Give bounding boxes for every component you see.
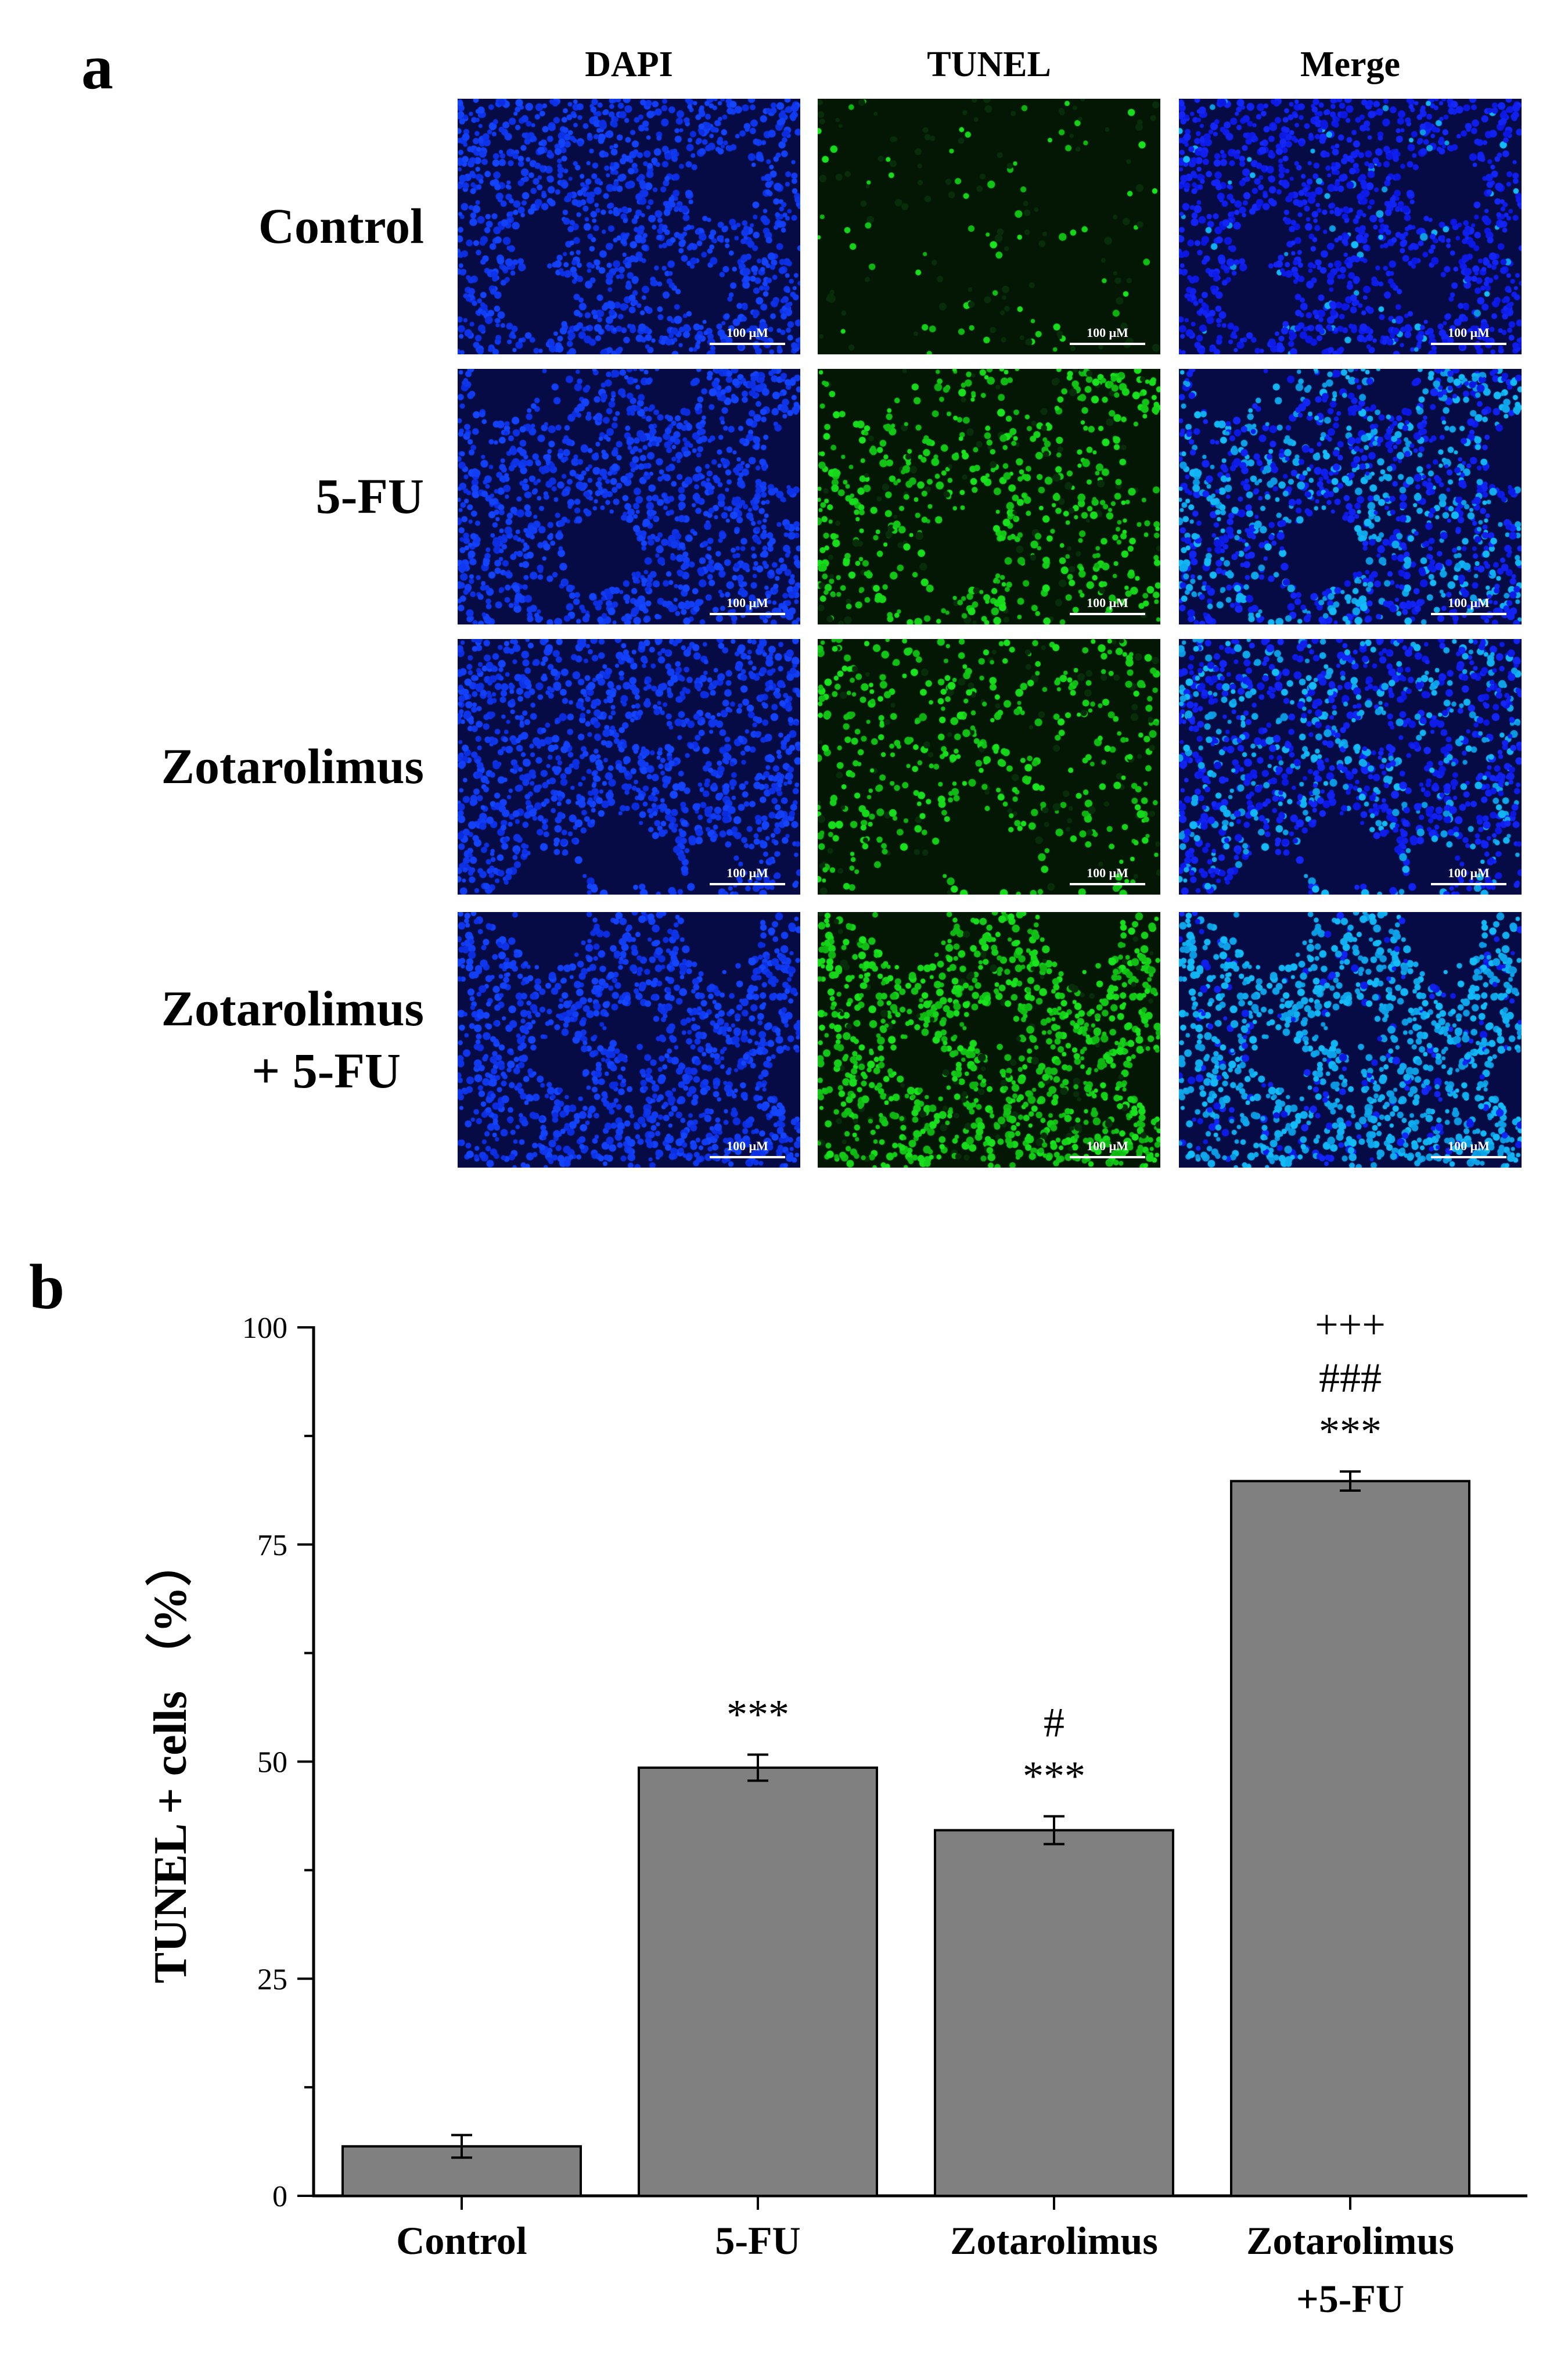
scale-bar: 100 μM — [1431, 326, 1506, 345]
micrograph-image — [1179, 912, 1522, 1168]
scale-bar: 100 μM — [1431, 597, 1506, 615]
micrograph-image — [818, 369, 1160, 624]
bar — [1230, 1480, 1470, 2197]
column-header-tunel: TUNEL — [927, 45, 1051, 84]
micrograph-tunel-row-3: 100 μM — [818, 912, 1160, 1168]
scale-bar-label: 100 μM — [1448, 1139, 1490, 1153]
scale-bar-label: 100 μM — [727, 595, 768, 610]
row-label-2: Zotarolimus — [87, 735, 424, 798]
x-tick-label: Control — [396, 2218, 527, 2263]
row-label-3: Zotarolimus + 5-FU — [87, 978, 424, 1103]
micrograph-dapi-row-1: 100 μM — [458, 369, 800, 624]
micrograph-merge-row-2: 100 μM — [1179, 639, 1522, 895]
micrograph-image — [818, 639, 1160, 895]
scale-bar: 100 μM — [1070, 326, 1145, 345]
y-axis-label: TUNEL + cells （%） — [145, 1540, 196, 1983]
y-tick-label: 25 — [257, 1963, 287, 1996]
y-tick-label: 50 — [257, 1746, 287, 1779]
micrograph-merge-row-0: 100 μM — [1179, 99, 1522, 354]
significance-mark: *** — [1023, 1753, 1085, 1800]
scale-bar: 100 μM — [710, 1140, 785, 1158]
row-label-line: Zotarolimus — [161, 980, 424, 1036]
significance-mark: +++ — [1315, 1301, 1386, 1348]
panel-b-letter: b — [29, 1251, 65, 1322]
panel-a-letter: a — [81, 31, 113, 102]
micrograph-merge-row-3: 100 μM — [1179, 912, 1522, 1168]
y-tick-label: 100 — [242, 1312, 287, 1345]
scale-bar-line — [1070, 1156, 1145, 1158]
micrograph-dapi-row-2: 100 μM — [458, 639, 800, 895]
micrograph-tunel-row-2: 100 μM — [818, 639, 1160, 895]
scale-bar: 100 μM — [710, 326, 785, 345]
significance-mark: *** — [1319, 1408, 1382, 1455]
scale-bar: 100 μM — [1070, 1140, 1145, 1158]
scale-bar-line — [1431, 883, 1506, 885]
micrograph-image — [818, 912, 1160, 1168]
x-tick-label: Zotarolimus — [950, 2218, 1158, 2263]
y-tick-label: 0 — [272, 2180, 287, 2213]
micrograph-dapi-row-0: 100 μM — [458, 99, 800, 354]
scale-bar: 100 μM — [1431, 867, 1506, 885]
scale-bar-label: 100 μM — [1448, 595, 1490, 610]
scale-bar-label: 100 μM — [1087, 1139, 1128, 1153]
micrograph-image — [1179, 99, 1522, 354]
scale-bar-line — [710, 1156, 785, 1158]
significance-mark: # — [1044, 1700, 1064, 1746]
significance-mark: *** — [727, 1692, 789, 1738]
scale-bar: 100 μM — [1431, 1140, 1506, 1158]
x-tick-label: Zotarolimus — [1246, 2218, 1454, 2263]
scale-bar: 100 μM — [710, 597, 785, 615]
column-header-dapi: DAPI — [585, 45, 673, 84]
scale-bar-line — [710, 883, 785, 885]
micrograph-tunel-row-1: 100 μM — [818, 369, 1160, 624]
scale-bar-label: 100 μM — [1087, 325, 1128, 340]
scale-bar-label: 100 μM — [727, 1139, 768, 1153]
row-label-0: Control — [87, 195, 424, 258]
scale-bar-label: 100 μM — [1448, 325, 1490, 340]
scale-bar-line — [1070, 343, 1145, 345]
row-label-line: Zotarolimus — [161, 738, 424, 795]
micrograph-image — [458, 912, 800, 1168]
x-tick-label: +5-FU — [1296, 2277, 1404, 2321]
scale-bar-line — [1431, 613, 1506, 615]
scale-bar-line — [710, 343, 785, 345]
bar — [934, 1829, 1174, 2197]
significance-mark: ### — [1319, 1355, 1382, 1401]
y-tick-label: 75 — [257, 1529, 287, 1562]
scale-bar: 100 μM — [1070, 597, 1145, 615]
bar — [638, 1766, 878, 2197]
micrograph-image — [818, 99, 1160, 354]
micrograph-image — [458, 639, 800, 895]
scale-bar-label: 100 μM — [1087, 595, 1128, 610]
row-label-1: 5-FU — [87, 465, 424, 528]
scale-bar-line — [1070, 883, 1145, 885]
scale-bar-line — [1431, 343, 1506, 345]
micrograph-image — [1179, 369, 1522, 624]
micrograph-tunel-row-0: 100 μM — [818, 99, 1160, 354]
micrograph-image — [458, 99, 800, 354]
scale-bar-label: 100 μM — [1448, 866, 1490, 880]
micrograph-image — [458, 369, 800, 624]
scale-bar-label: 100 μM — [727, 325, 768, 340]
scale-bar-line — [1431, 1156, 1506, 1158]
scale-bar: 100 μM — [710, 867, 785, 885]
row-label-line: 5-FU — [315, 468, 424, 525]
column-header-merge: Merge — [1300, 45, 1401, 84]
micrograph-dapi-row-3: 100 μM — [458, 912, 800, 1168]
tunel-bar-chart: 0 25 50 75 100 TUNEL + cells （%） Control 5-FU **… — [145, 1301, 1527, 2321]
scale-bar-line — [710, 613, 785, 615]
scale-bar-line — [1070, 613, 1145, 615]
row-label-line: Control — [258, 198, 424, 254]
row-label-line: + 5-FU — [251, 1043, 401, 1098]
x-tick-label: 5-FU — [715, 2218, 800, 2263]
scale-bar: 100 μM — [1070, 867, 1145, 885]
micrograph-merge-row-1: 100 μM — [1179, 369, 1522, 624]
scale-bar-label: 100 μM — [727, 866, 768, 880]
micrograph-image — [1179, 639, 1522, 895]
scale-bar-label: 100 μM — [1087, 866, 1128, 880]
